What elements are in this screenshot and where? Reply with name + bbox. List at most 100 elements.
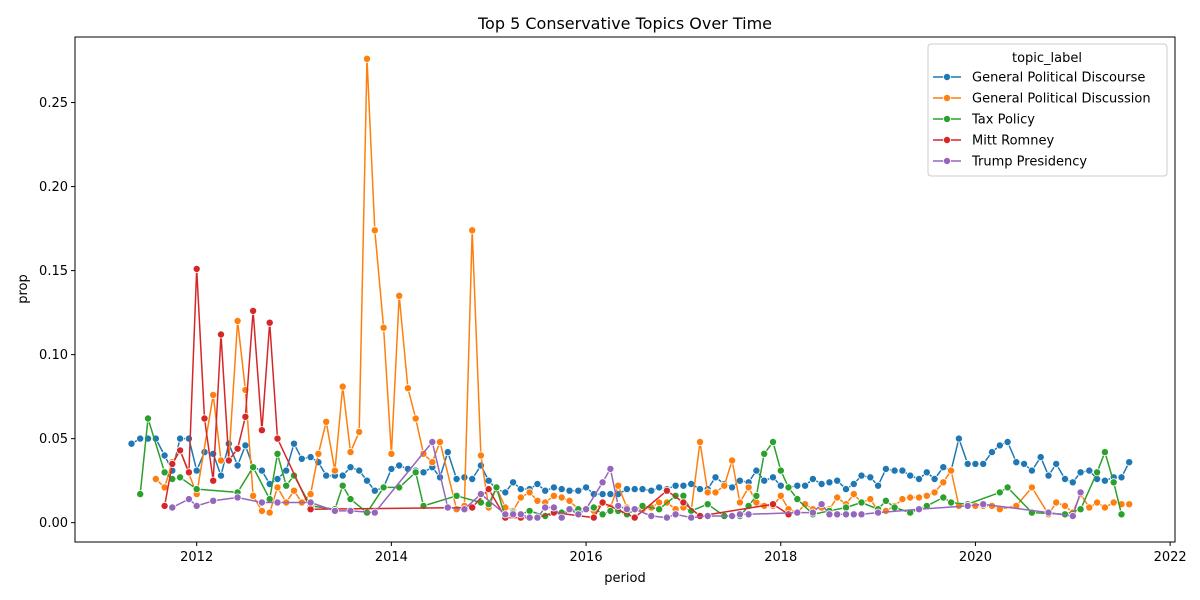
- data-point: [630, 513, 639, 522]
- data-point: [939, 493, 948, 502]
- data-point: [744, 510, 753, 519]
- data-point: [589, 513, 598, 522]
- data-point: [849, 490, 858, 499]
- data-point: [1076, 505, 1085, 514]
- data-point: [516, 493, 525, 502]
- data-point: [1125, 458, 1134, 467]
- data-point: [752, 466, 761, 475]
- data-point: [557, 485, 566, 494]
- data-point: [533, 513, 542, 522]
- series-trump-presidency: [168, 437, 1085, 522]
- data-point: [947, 498, 956, 507]
- data-point: [915, 505, 924, 514]
- data-point: [168, 503, 177, 512]
- data-point: [915, 474, 924, 483]
- data-point: [687, 513, 696, 522]
- plot-frame: [74, 36, 1176, 543]
- x-tick-label: 2012: [180, 550, 213, 565]
- data-point: [874, 508, 883, 517]
- data-point: [963, 501, 972, 510]
- legend-entry-label: Trump Presidency: [971, 155, 1087, 170]
- data-point: [282, 466, 291, 475]
- data-point: [696, 485, 705, 494]
- data-point: [606, 464, 615, 473]
- data-point: [549, 491, 558, 500]
- data-point: [525, 506, 534, 515]
- data-point: [784, 483, 793, 492]
- data-point: [857, 510, 866, 519]
- data-point: [509, 510, 518, 519]
- data-point: [549, 483, 558, 492]
- data-point: [776, 481, 785, 490]
- legend-swatch-marker: [943, 156, 952, 165]
- data-point: [776, 491, 785, 500]
- data-point: [533, 496, 542, 505]
- data-point: [322, 417, 331, 426]
- data-point: [184, 468, 193, 477]
- data-point: [216, 471, 225, 480]
- data-point: [143, 414, 152, 423]
- x-tick-label: 2022: [1154, 550, 1187, 565]
- data-point: [184, 434, 193, 443]
- data-point: [379, 323, 388, 332]
- x-tick-label: 2018: [764, 550, 797, 565]
- data-point: [598, 490, 607, 499]
- data-point: [209, 449, 218, 458]
- data-point: [988, 448, 997, 457]
- data-point: [151, 474, 160, 483]
- data-point: [501, 510, 510, 519]
- legend-entry-label: General Political Discussion: [972, 92, 1151, 107]
- data-point: [306, 453, 315, 462]
- data-point: [233, 493, 242, 502]
- data-point: [662, 513, 671, 522]
- data-point: [1036, 453, 1045, 462]
- data-point: [160, 468, 169, 477]
- data-point: [541, 486, 550, 495]
- data-point: [679, 481, 688, 490]
- data-point: [387, 449, 396, 458]
- data-point: [468, 503, 477, 512]
- data-point: [160, 451, 169, 460]
- data-point: [801, 481, 810, 490]
- legend-swatch-marker: [943, 115, 952, 124]
- data-point: [257, 498, 266, 507]
- data-point: [647, 486, 656, 495]
- legend-swatch-marker: [943, 135, 952, 144]
- data-point: [769, 500, 778, 509]
- legend-entry-label: Tax Policy: [971, 113, 1035, 128]
- y-axis-label: prop: [16, 274, 31, 304]
- data-point: [939, 478, 948, 487]
- data-point: [1100, 476, 1109, 485]
- data-point: [322, 471, 331, 480]
- data-point: [881, 506, 890, 515]
- data-point: [711, 488, 720, 497]
- data-point: [622, 485, 631, 494]
- data-point: [890, 503, 899, 512]
- data-point: [1044, 508, 1053, 517]
- data-point: [842, 510, 851, 519]
- data-point: [452, 491, 461, 500]
- data-point: [314, 449, 323, 458]
- data-point: [1109, 498, 1118, 507]
- data-point: [906, 471, 915, 480]
- data-point: [898, 466, 907, 475]
- data-point: [857, 471, 866, 480]
- data-point: [606, 490, 615, 499]
- data-point: [817, 500, 826, 509]
- data-point: [306, 505, 315, 514]
- data-point: [565, 505, 574, 514]
- data-point: [574, 510, 583, 519]
- data-point: [516, 485, 525, 494]
- data-point: [947, 466, 956, 475]
- data-point: [679, 491, 688, 500]
- data-point: [1027, 466, 1036, 475]
- data-point: [833, 510, 842, 519]
- data-point: [793, 495, 802, 504]
- data-point: [582, 483, 591, 492]
- data-point: [330, 466, 339, 475]
- data-point: [728, 483, 737, 492]
- data-point: [890, 466, 899, 475]
- data-point: [346, 463, 355, 472]
- data-point: [1068, 478, 1077, 487]
